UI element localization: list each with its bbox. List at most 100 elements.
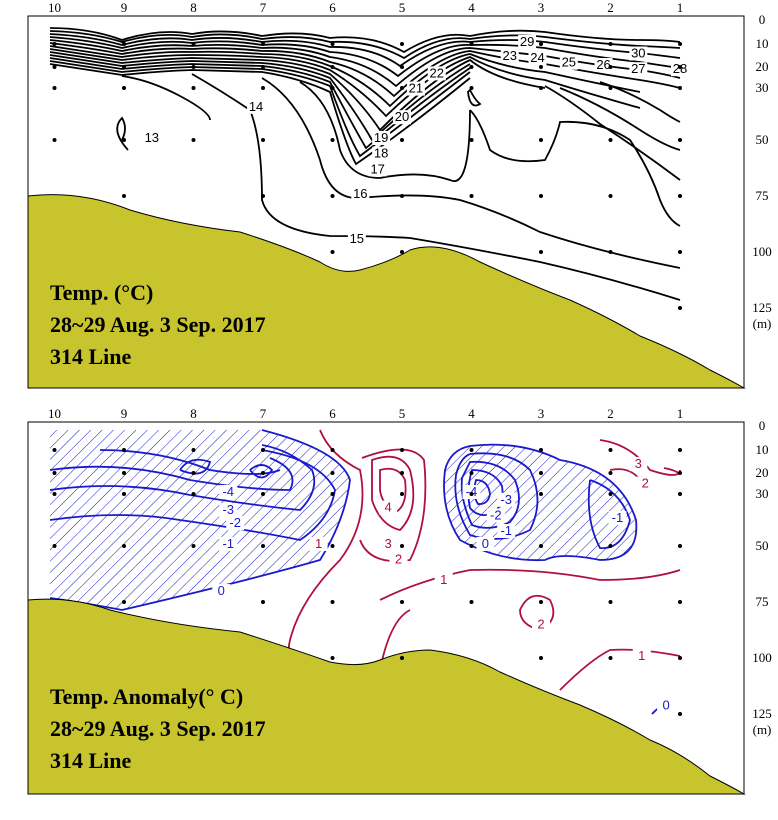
depth-label-50: 50 <box>756 132 769 147</box>
depth-label-30: 30 <box>756 80 769 95</box>
contour-label: 1 <box>315 536 322 551</box>
contour-label: 22 <box>430 65 444 80</box>
sample-point <box>52 42 57 46</box>
sample-point <box>678 544 682 548</box>
station-labels-bottom: 10 9 8 7 6 5 4 3 2 1 <box>48 406 683 421</box>
sample-point <box>52 65 57 69</box>
contour-label: 18 <box>374 146 388 161</box>
contour-label-bg <box>219 537 238 551</box>
seafloor <box>27 598 746 795</box>
sample-point <box>261 600 265 604</box>
contour-label-bg <box>559 55 578 70</box>
title-line-1: Temp. Anomaly(° C) <box>50 684 243 709</box>
sample-point <box>608 250 613 254</box>
sample-point <box>400 86 404 90</box>
sample-point <box>122 471 126 475</box>
sample-point <box>608 138 613 142</box>
sample-point <box>678 471 682 475</box>
depth-unit-label: (m) <box>753 316 772 331</box>
sample-point <box>608 600 613 604</box>
contour-label: 0 <box>662 697 669 712</box>
station-label-7: 7 <box>260 406 267 421</box>
sample-point <box>539 138 543 142</box>
temperature-contour-labels: 302928272625242322212019181716151413 <box>142 34 689 246</box>
contour-label-bg <box>368 162 387 177</box>
sample-point <box>608 656 613 660</box>
sample-point <box>330 194 335 198</box>
depth-label-0: 0 <box>759 418 766 433</box>
contour-label-bg <box>629 457 648 472</box>
seafloor <box>27 194 746 389</box>
sample-point <box>678 656 682 660</box>
depth-label-20: 20 <box>756 59 769 74</box>
contour-label-bg <box>393 110 411 125</box>
sample-point <box>608 448 613 452</box>
sample-points-top <box>52 42 682 310</box>
contour-label: 4 <box>384 500 391 515</box>
sample-point <box>52 492 57 496</box>
contour-label: 16 <box>353 186 367 201</box>
sample-point <box>608 471 613 475</box>
sample-point <box>469 492 474 496</box>
sample-point <box>191 42 196 46</box>
depth-label-125: 125 <box>752 300 772 315</box>
contour-label-bg <box>212 584 231 599</box>
contour-label: -3 <box>222 502 234 517</box>
sample-point <box>539 86 543 90</box>
depth-label-50: 50 <box>756 538 769 553</box>
sample-point <box>191 471 196 475</box>
depth-label-100: 100 <box>752 244 772 259</box>
station-label-9: 9 <box>121 406 128 421</box>
sample-point <box>539 194 543 198</box>
sample-point <box>122 86 126 90</box>
contour-label-bg <box>247 99 266 114</box>
contour-label-bg <box>497 492 516 507</box>
sample-point <box>330 86 335 90</box>
sample-point <box>678 306 682 310</box>
contour-label-bg <box>219 485 238 499</box>
contour-label-bg <box>629 46 648 61</box>
contour-label-bg <box>486 508 505 523</box>
sample-point <box>539 42 543 46</box>
contour-label-bg <box>657 698 676 713</box>
sample-point <box>678 138 682 142</box>
sample-point <box>261 544 265 548</box>
title-line-1: Temp. (°C) <box>50 280 153 305</box>
sample-point <box>191 138 196 142</box>
sample-point <box>330 448 335 452</box>
contour-label-bg <box>309 537 328 551</box>
contour-label-bg <box>608 511 627 525</box>
sample-point <box>191 544 196 548</box>
contour-label-bg <box>497 524 516 538</box>
contour-label-bg <box>671 62 689 77</box>
station-label-6: 6 <box>329 0 336 15</box>
sample-point <box>400 250 404 254</box>
sample-point <box>678 86 682 90</box>
sample-point <box>261 471 265 475</box>
station-label-4: 4 <box>468 406 475 421</box>
depth-label-125: 125 <box>752 706 772 721</box>
sample-point <box>191 86 196 90</box>
sample-point <box>469 42 474 46</box>
sample-point <box>608 42 613 46</box>
sample-point <box>122 138 126 142</box>
sample-point <box>678 194 682 198</box>
contour-label: 14 <box>249 99 263 114</box>
station-label-8: 8 <box>190 0 197 15</box>
sample-point <box>608 492 613 496</box>
contour-label-bg <box>379 500 398 515</box>
sample-point <box>469 138 474 142</box>
contour-label: 13 <box>145 130 159 145</box>
sample-point <box>469 448 474 452</box>
contour-label: 25 <box>562 55 576 70</box>
negative-anomaly-region-west <box>50 430 350 610</box>
sample-point <box>122 544 126 548</box>
sample-point <box>608 86 613 90</box>
station-label-10: 10 <box>48 406 61 421</box>
station-label-2: 2 <box>607 0 614 15</box>
sample-point <box>539 250 543 254</box>
contour-label: -2 <box>490 507 502 522</box>
contour-label-bg <box>594 58 613 72</box>
sample-point <box>261 65 265 69</box>
